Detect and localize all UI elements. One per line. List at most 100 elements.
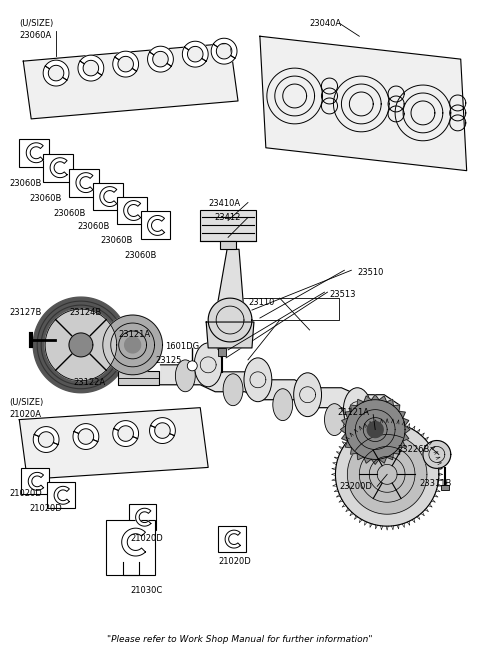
Text: 1601DG: 1601DG <box>166 342 200 351</box>
Bar <box>43 154 73 181</box>
Text: 23125: 23125 <box>156 356 182 365</box>
Text: 23127B: 23127B <box>9 308 42 317</box>
Ellipse shape <box>273 388 293 421</box>
Polygon shape <box>379 457 386 463</box>
Text: 23410A: 23410A <box>208 198 240 208</box>
Polygon shape <box>150 47 173 66</box>
Text: 23510: 23510 <box>357 269 384 277</box>
Polygon shape <box>33 297 129 393</box>
Polygon shape <box>206 322 254 348</box>
Polygon shape <box>260 36 467 171</box>
Polygon shape <box>113 428 138 447</box>
Polygon shape <box>151 418 175 436</box>
Text: 23200D: 23200D <box>339 482 372 491</box>
Text: 21030C: 21030C <box>131 586 163 595</box>
Polygon shape <box>345 441 351 448</box>
Polygon shape <box>399 441 405 448</box>
Polygon shape <box>423 441 451 468</box>
Polygon shape <box>115 51 139 71</box>
Polygon shape <box>124 200 141 221</box>
Ellipse shape <box>372 417 392 449</box>
Bar <box>129 504 156 530</box>
Ellipse shape <box>223 374 243 405</box>
Polygon shape <box>43 66 67 86</box>
Polygon shape <box>122 528 145 556</box>
Polygon shape <box>357 400 364 406</box>
Ellipse shape <box>324 403 344 436</box>
Text: (U/SIZE): (U/SIZE) <box>9 398 44 407</box>
Polygon shape <box>394 448 400 454</box>
Polygon shape <box>336 422 439 526</box>
Polygon shape <box>348 434 427 514</box>
Text: 23122A: 23122A <box>73 378 105 387</box>
Polygon shape <box>346 400 405 459</box>
Polygon shape <box>211 44 235 64</box>
Polygon shape <box>225 530 240 548</box>
Polygon shape <box>100 187 117 206</box>
Text: 23060B: 23060B <box>101 236 133 246</box>
Polygon shape <box>342 434 348 441</box>
Polygon shape <box>345 411 351 418</box>
Polygon shape <box>364 457 372 463</box>
Bar <box>21 468 49 495</box>
Polygon shape <box>399 411 405 418</box>
Polygon shape <box>69 333 93 357</box>
Polygon shape <box>394 405 400 411</box>
Polygon shape <box>125 337 141 353</box>
Ellipse shape <box>343 388 371 432</box>
Circle shape <box>187 361 197 371</box>
Polygon shape <box>208 298 252 342</box>
Polygon shape <box>379 396 386 402</box>
Text: 23311B: 23311B <box>419 479 451 489</box>
Polygon shape <box>150 426 174 443</box>
Text: 23110: 23110 <box>248 298 275 307</box>
Text: 21020D: 21020D <box>9 489 42 498</box>
Polygon shape <box>372 459 379 464</box>
Polygon shape <box>23 43 238 119</box>
Polygon shape <box>184 41 208 61</box>
Polygon shape <box>182 47 206 67</box>
Text: "Please refer to Work Shop Manual for further information": "Please refer to Work Shop Manual for fu… <box>107 635 373 644</box>
Polygon shape <box>147 52 171 72</box>
Polygon shape <box>357 453 364 460</box>
Polygon shape <box>33 434 58 453</box>
Text: 23060B: 23060B <box>77 223 109 231</box>
Text: 21020D: 21020D <box>131 534 163 543</box>
Polygon shape <box>80 55 104 75</box>
Text: 23412: 23412 <box>214 214 240 223</box>
Polygon shape <box>213 38 237 58</box>
Ellipse shape <box>244 358 272 402</box>
Polygon shape <box>74 424 99 441</box>
Text: 23060B: 23060B <box>29 194 61 202</box>
Bar <box>218 348 226 356</box>
Text: 23513: 23513 <box>329 290 356 299</box>
Bar <box>106 520 156 575</box>
Bar <box>69 169 99 196</box>
Bar <box>441 485 449 491</box>
Ellipse shape <box>194 343 222 386</box>
Polygon shape <box>367 422 383 438</box>
Polygon shape <box>350 448 357 454</box>
Bar <box>218 526 246 552</box>
Bar <box>141 212 170 239</box>
Text: 23226B: 23226B <box>397 445 430 453</box>
Text: 23060B: 23060B <box>125 252 157 260</box>
Polygon shape <box>403 418 409 426</box>
Polygon shape <box>45 309 117 381</box>
Bar <box>118 371 159 384</box>
Polygon shape <box>405 426 410 434</box>
Text: 21020D: 21020D <box>218 557 251 566</box>
Polygon shape <box>342 418 348 426</box>
Polygon shape <box>76 173 93 193</box>
Ellipse shape <box>175 360 195 392</box>
Polygon shape <box>386 400 394 406</box>
Polygon shape <box>372 395 379 400</box>
Bar <box>200 210 256 241</box>
Bar <box>19 139 49 166</box>
Ellipse shape <box>294 373 322 417</box>
Polygon shape <box>45 60 69 80</box>
Bar <box>117 196 146 225</box>
Text: 21020A: 21020A <box>9 409 41 419</box>
Polygon shape <box>34 426 59 445</box>
Text: 23060A: 23060A <box>19 31 51 40</box>
